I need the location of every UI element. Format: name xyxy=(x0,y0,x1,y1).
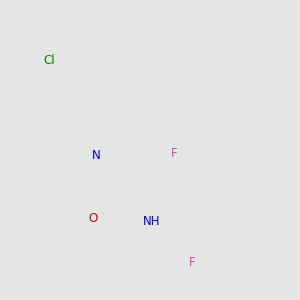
Text: Cl: Cl xyxy=(43,54,55,68)
Text: O: O xyxy=(88,212,98,225)
Text: F: F xyxy=(171,147,177,160)
Text: F: F xyxy=(189,256,196,269)
Text: NH: NH xyxy=(143,215,160,228)
Text: N: N xyxy=(92,149,101,162)
